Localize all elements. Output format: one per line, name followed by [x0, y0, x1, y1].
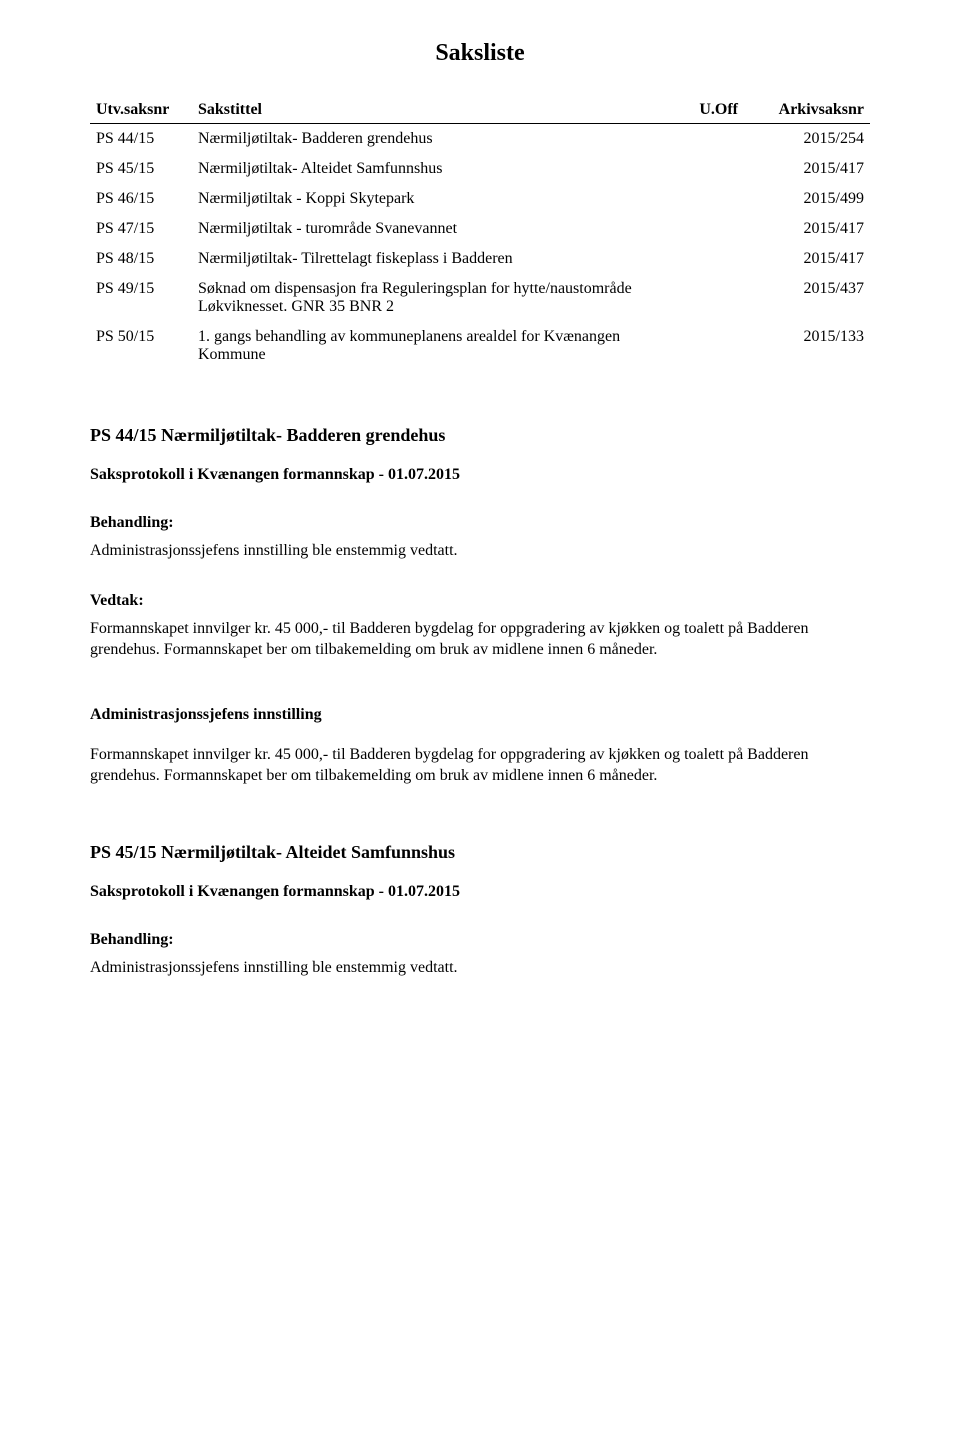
- row-utv: PS 46/15: [90, 184, 192, 214]
- item45-heading: PS 45/15 Nærmiljøtiltak- Alteidet Samfun…: [90, 842, 870, 863]
- row-title: Nærmiljøtiltak- Tilrettelagt fiskeplass …: [192, 244, 672, 274]
- table-row: PS 48/15 Nærmiljøtiltak- Tilrettelagt fi…: [90, 244, 870, 274]
- item45-behandling-label: Behandling:: [90, 931, 870, 949]
- col-header-utv: Utv.saksnr: [90, 97, 192, 124]
- item44-heading: PS 44/15 Nærmiljøtiltak- Badderen grende…: [90, 425, 870, 446]
- table-row: PS 47/15 Nærmiljøtiltak - turområde Svan…: [90, 214, 870, 244]
- row-utv: PS 47/15: [90, 214, 192, 244]
- item44-vedtak-label: Vedtak:: [90, 592, 870, 610]
- table-row: PS 45/15 Nærmiljøtiltak- Alteidet Samfun…: [90, 154, 870, 184]
- row-ark: 2015/417: [748, 214, 870, 244]
- table-row: PS 44/15 Nærmiljøtiltak- Badderen grende…: [90, 124, 870, 155]
- col-header-ark: Arkivsaksnr: [748, 97, 870, 124]
- item45-behandling-text: Administrasjonssjefens innstilling ble e…: [90, 957, 870, 979]
- row-title: Søknad om dispensasjon fra Reguleringspl…: [192, 274, 672, 322]
- table-row: PS 49/15 Søknad om dispensasjon fra Regu…: [90, 274, 870, 322]
- row-title: Nærmiljøtiltak- Alteidet Samfunnshus: [192, 154, 672, 184]
- row-ark: 2015/437: [748, 274, 870, 322]
- row-title: 1. gangs behandling av kommuneplanens ar…: [192, 322, 672, 370]
- item44-protokoll: Saksprotokoll i Kvænangen formannskap - …: [90, 466, 870, 484]
- row-utv: PS 48/15: [90, 244, 192, 274]
- item44-vedtak-text: Formannskapet innvilger kr. 45 000,- til…: [90, 618, 870, 661]
- col-header-title: Sakstittel: [192, 97, 672, 124]
- row-ark: 2015/254: [748, 124, 870, 155]
- row-title: Nærmiljøtiltak - Koppi Skytepark: [192, 184, 672, 214]
- item44-behandling-label: Behandling:: [90, 514, 870, 532]
- saksliste-table: Utv.saksnr Sakstittel U.Off Arkivsaksnr …: [90, 97, 870, 370]
- row-utv: PS 45/15: [90, 154, 192, 184]
- table-row: PS 50/15 1. gangs behandling av kommunep…: [90, 322, 870, 370]
- row-utv: PS 50/15: [90, 322, 192, 370]
- row-utv: PS 44/15: [90, 124, 192, 155]
- table-row: PS 46/15 Nærmiljøtiltak - Koppi Skytepar…: [90, 184, 870, 214]
- row-ark: 2015/417: [748, 154, 870, 184]
- item45-protokoll: Saksprotokoll i Kvænangen formannskap - …: [90, 883, 870, 901]
- row-ark: 2015/499: [748, 184, 870, 214]
- item44-innstilling-label: Administrasjonssjefens innstilling: [90, 706, 870, 724]
- page-title: Saksliste: [90, 40, 870, 67]
- item44-behandling-text: Administrasjonssjefens innstilling ble e…: [90, 540, 870, 562]
- row-utv: PS 49/15: [90, 274, 192, 322]
- col-header-uoff: U.Off: [672, 97, 748, 124]
- row-ark: 2015/133: [748, 322, 870, 370]
- item44-innstilling-text: Formannskapet innvilger kr. 45 000,- til…: [90, 744, 870, 787]
- row-title: Nærmiljøtiltak - turområde Svanevannet: [192, 214, 672, 244]
- row-title: Nærmiljøtiltak- Badderen grendehus: [192, 124, 672, 155]
- row-ark: 2015/417: [748, 244, 870, 274]
